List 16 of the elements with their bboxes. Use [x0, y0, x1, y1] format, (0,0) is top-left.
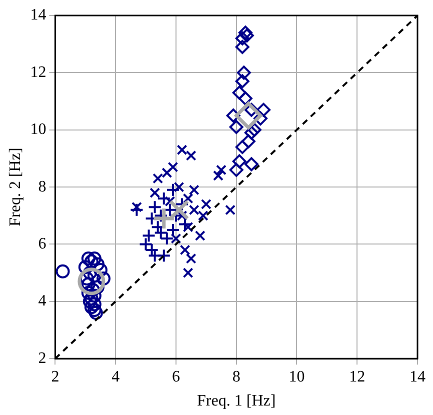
y-axis-title: Freq. 2 [Hz]: [6, 148, 24, 226]
x-tick-label: 12: [349, 368, 366, 386]
y-tick-label: 14: [30, 6, 46, 24]
x-tick-label: 14: [410, 368, 426, 386]
y-tick-label: 12: [30, 64, 46, 81]
y-tick-label: 4: [38, 292, 46, 310]
x-tick-label: 4: [112, 368, 120, 386]
x-tick-label: 6: [172, 368, 180, 386]
y-tick-label: 8: [38, 178, 46, 196]
x-tick-label: 2: [51, 368, 60, 386]
y-tick-label: 10: [30, 121, 46, 138]
x-axis-title: Freq. 1 [Hz]: [197, 392, 276, 410]
x-tick-label: 10: [288, 368, 305, 386]
y-tick-label: 6: [38, 235, 46, 252]
y-tick-label: 2: [38, 350, 46, 367]
x-tick-label: 8: [232, 368, 240, 386]
